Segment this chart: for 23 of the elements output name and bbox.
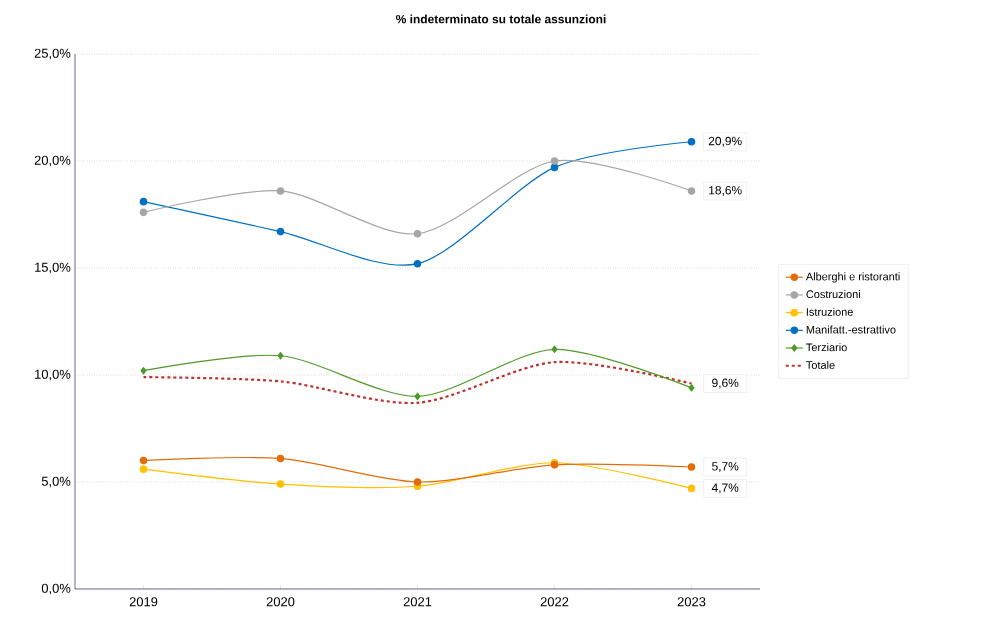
y-tick-label: 15,0% [35, 262, 71, 274]
legend-label: Alberghi e ristoranti [805, 272, 900, 283]
data-label: 18,6% [709, 186, 742, 196]
x-tick-label: 2020 [266, 597, 295, 607]
legend-label: Terziario [806, 343, 847, 352]
legend-label: Istruzione [806, 307, 853, 316]
x-tick-label: 2019 [129, 597, 158, 607]
data-label: 4,7% [711, 483, 739, 494]
x-tick-label: 2021 [403, 597, 432, 607]
chart-title: % indeterminato su totale assunzioni [396, 14, 606, 24]
y-tick-label: 20,0% [34, 155, 71, 167]
x-tick-label: 2023 [677, 597, 706, 607]
x-tick-label: 2022 [540, 597, 569, 607]
y-tick-label: 0,0% [41, 583, 71, 595]
y-tick-label: 5,0% [41, 476, 71, 488]
legend-label: Totale [806, 360, 835, 369]
data-label: 5,7% [712, 462, 739, 472]
y-tick-label: 25,0% [34, 48, 71, 60]
y-tick-label: 10,0% [35, 369, 71, 381]
legend-label: Manifatt.-estrattivo [806, 325, 896, 334]
data-label: 9,6% [712, 378, 739, 389]
data-label: 20,9% [708, 136, 742, 147]
legend-label: Costruzioni [806, 290, 860, 299]
